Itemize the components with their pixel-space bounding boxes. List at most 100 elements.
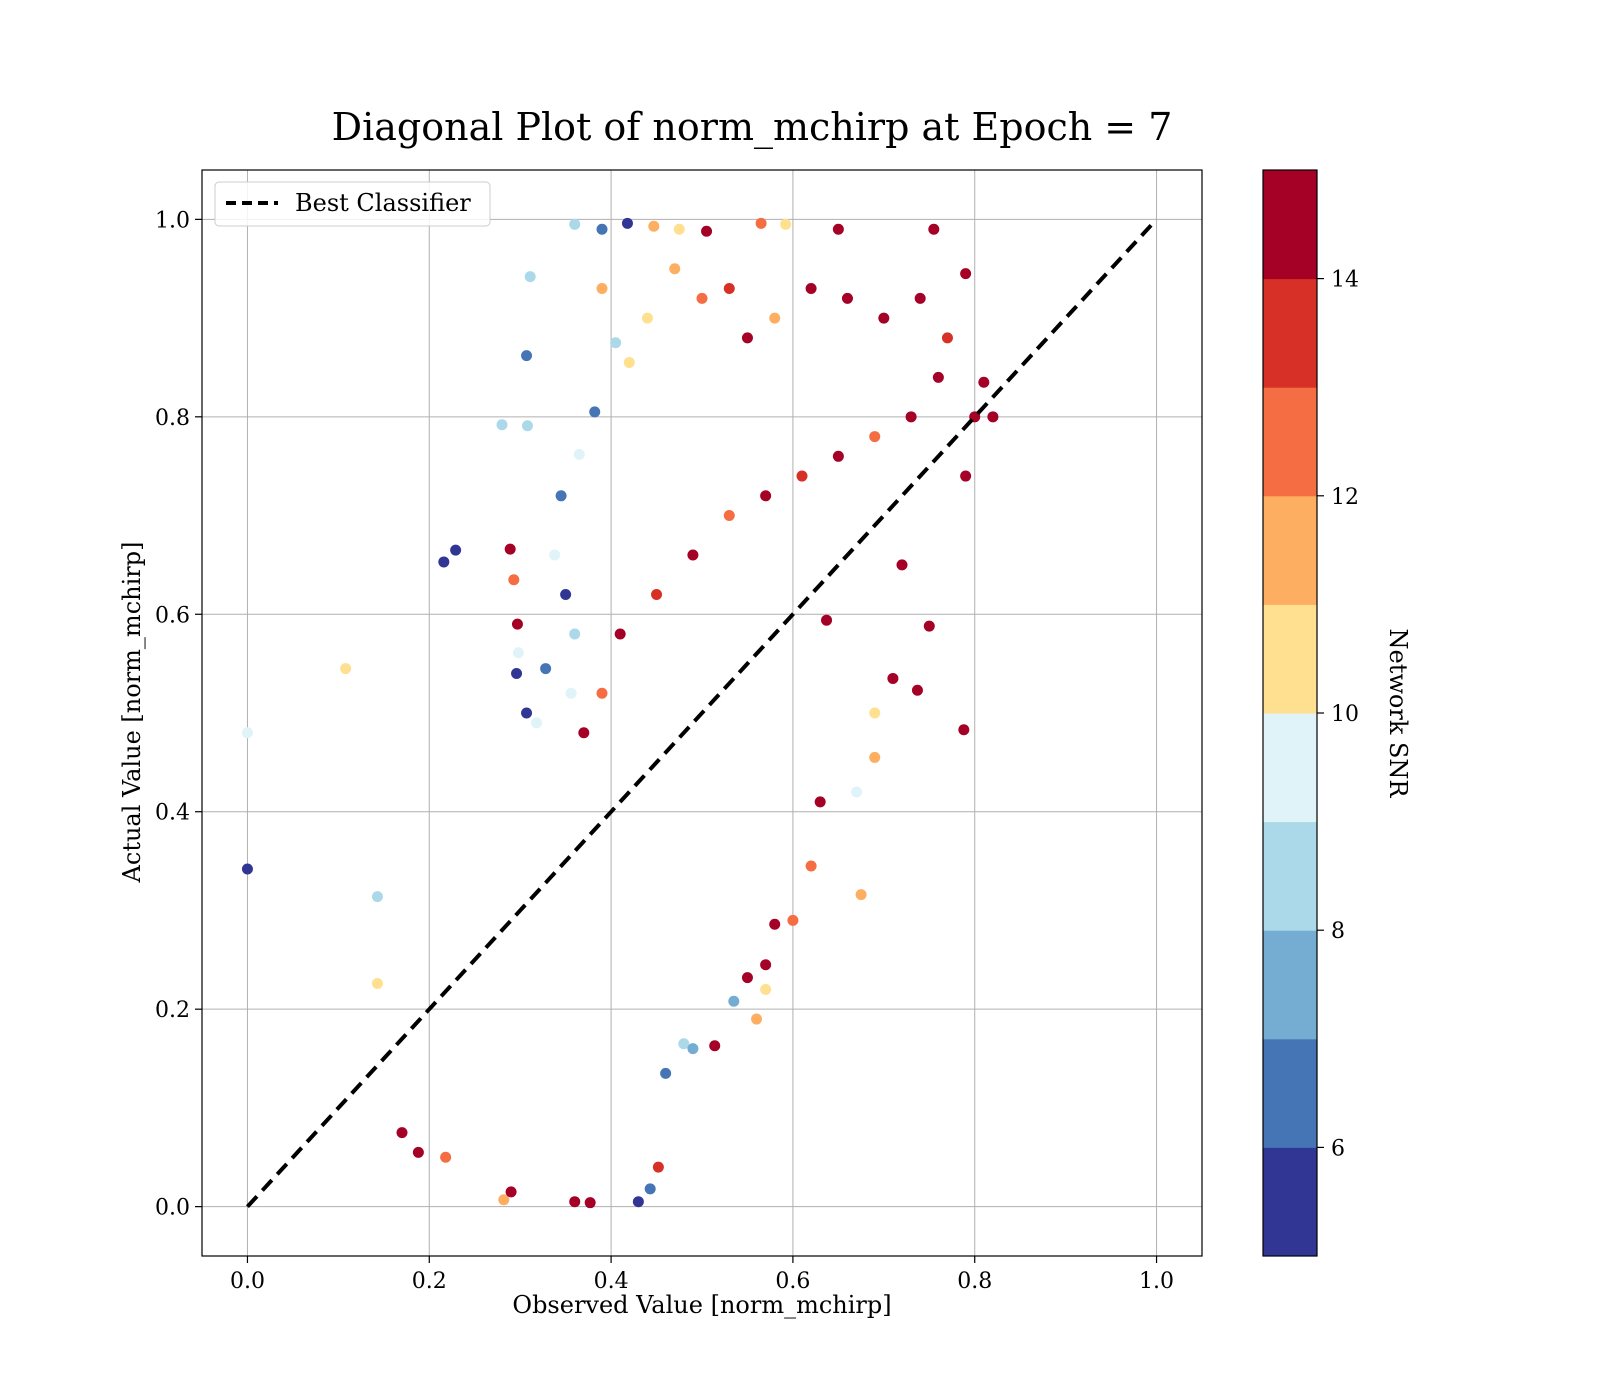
chart-title: Diagonal Plot of norm_mchirp at Epoch = … (332, 105, 1173, 150)
scatter-point (780, 218, 792, 230)
scatter-point (440, 1151, 452, 1163)
scatter-point (841, 292, 853, 304)
y-axis-label: Actual Value [norm_mchirp] (118, 542, 146, 884)
x-tick-label: 0.4 (594, 1269, 629, 1294)
colorbar-band (1263, 387, 1317, 497)
colorbar-band (1263, 821, 1317, 931)
scatter-point (728, 995, 740, 1007)
scatter-point (932, 371, 944, 383)
x-tick-label: 0.0 (230, 1269, 265, 1294)
legend-entry-best-classifier: Best Classifier (295, 189, 471, 217)
scatter-point (741, 972, 753, 984)
scatter-point (723, 282, 735, 294)
scatter-point (832, 450, 844, 462)
colorbar-band (1263, 713, 1317, 823)
scatter-point (644, 1183, 656, 1195)
x-axis-ticks: 0.0 0.2 0.4 0.6 0.8 1.0 (230, 1256, 1174, 1294)
scatter-point (241, 863, 253, 875)
plot-frame (201, 169, 1203, 1257)
colorbar-band (1263, 495, 1317, 605)
colorbar-tick-label: 14 (1331, 268, 1359, 293)
scatter-point (832, 223, 844, 235)
scatter-point (687, 1043, 699, 1055)
colorbar-band (1263, 604, 1317, 714)
legend-box (214, 181, 491, 227)
scatter-point (851, 786, 863, 798)
scatter-point (755, 217, 767, 229)
scatter-point (596, 687, 608, 699)
scatter-point (396, 1127, 408, 1139)
scatter-point (565, 687, 577, 699)
colorbar-band (1263, 1038, 1317, 1148)
scatter-point (521, 707, 533, 719)
scatter-point (560, 589, 572, 601)
scatter-point (669, 263, 681, 275)
scatter-point (569, 1196, 581, 1208)
scatter-point (673, 223, 685, 235)
scatter-point (814, 796, 826, 808)
scatter-point (596, 282, 608, 294)
colorbar (1263, 170, 1317, 1257)
colorbar-tick-label: 12 (1331, 485, 1359, 510)
scatter-point (760, 983, 772, 995)
scatter-point (652, 1161, 664, 1173)
colorbar-band (1263, 930, 1317, 1040)
colorbar-band (1263, 1147, 1317, 1257)
scatter-point (521, 420, 533, 432)
scatter-point (496, 419, 508, 431)
colorbar-tick-label: 10 (1331, 702, 1359, 727)
scatter-point (769, 918, 781, 930)
colorbar-ticks: 6 8 10 12 14 (1317, 268, 1359, 1161)
y-tick-label: 0.2 (155, 998, 190, 1023)
scatter-point (911, 684, 923, 696)
scatter-point (584, 1197, 596, 1209)
scatter-point (987, 411, 999, 423)
legend: Best Classifier (214, 181, 491, 227)
scatter-point (855, 889, 867, 901)
scatter-point (960, 470, 972, 482)
scatter-point (660, 1067, 672, 1079)
colorbar-tick-label: 6 (1331, 1136, 1345, 1161)
scatter-point (787, 914, 799, 926)
scatter-point (589, 406, 601, 418)
scatter-point (498, 1194, 510, 1206)
scatter-point (511, 668, 523, 680)
scatter-point (648, 220, 660, 232)
scatter-point (578, 727, 590, 739)
scatter-point (632, 1196, 644, 1208)
scatter-point (760, 490, 772, 502)
scatter-point (978, 376, 990, 388)
scatter-point (505, 1186, 517, 1198)
y-tick-label: 0.4 (155, 801, 190, 826)
scatter-point (511, 618, 523, 630)
scatter-point (450, 544, 462, 556)
scatter-point (569, 218, 581, 230)
scatter-point (914, 292, 926, 304)
best-classifier-line-layer (245, 218, 1159, 1208)
scatter-point (651, 589, 663, 601)
scatter-point (508, 574, 520, 586)
scatter-point (340, 663, 352, 675)
scatter-point (941, 332, 953, 344)
scatter-point (678, 1038, 690, 1050)
scatter-point (958, 724, 970, 736)
scatter-point (821, 614, 833, 626)
scatter-point (741, 332, 753, 344)
scatter-point (796, 470, 808, 482)
y-tick-label: 1.0 (155, 208, 190, 233)
scatter-point (531, 717, 543, 729)
scatter-point (614, 628, 626, 640)
scatter-point (521, 350, 533, 362)
scatter-point (878, 312, 890, 324)
y-tick-label: 0.8 (155, 406, 190, 431)
scatter-point (371, 891, 383, 903)
scatter-point (869, 707, 881, 719)
scatter-point (412, 1146, 424, 1158)
y-tick-label: 0.0 (155, 1196, 190, 1221)
scatter-point (623, 357, 635, 369)
y-axis-ticks: 0.0 0.2 0.4 0.6 0.8 1.0 (155, 208, 202, 1221)
scatter-point (641, 312, 653, 324)
scatter-point (610, 337, 622, 349)
scatter-point (928, 223, 940, 235)
